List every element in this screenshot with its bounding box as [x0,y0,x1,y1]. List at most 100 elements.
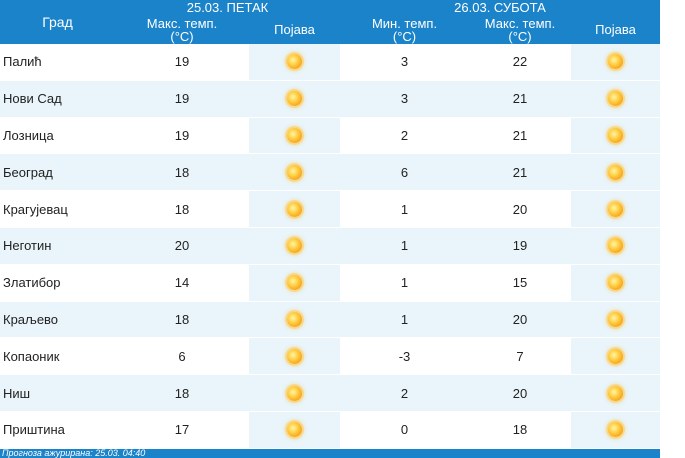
weather-icon-box [270,340,319,373]
phenomenon-day-2 [571,264,661,302]
sun-icon [287,348,302,364]
sun-icon [608,127,623,143]
phenomenon-header-day-2: Појава [571,15,661,44]
phenomenon-header-day-1: Појава [249,15,340,44]
phenomenon-day-2 [571,411,661,449]
sun-icon [608,275,623,291]
max-temp-day-1: 18 [115,374,249,412]
max-temp-day-2: 19 [469,227,571,265]
phenomenon-day-2 [571,44,661,81]
max-temp-day-2: 7 [469,337,571,376]
city-name: Палић [0,44,115,81]
phenomenon-day-1 [249,80,340,118]
table-row: Копаоник 6 -3 7 [0,337,661,376]
weather-icon-box [270,229,319,262]
min-temp-day-2: 3 [340,44,469,81]
max-temp-day-2: 21 [469,117,571,155]
day-2-header: 26.03. СУБОТА [340,0,661,15]
weather-icon-box [270,82,319,115]
forecast-updated-footer: Прогноза ажурирана: 25.03. 04:40 [0,448,660,458]
day-header-row: Град 25.03. ПЕТАК 26.03. СУБОТА [0,0,661,44]
sun-icon [287,311,302,327]
weather-icon-box [591,45,640,78]
max-temp-day-1: 19 [115,80,249,118]
city-name: Неготин [0,227,115,265]
phenomenon-day-2 [571,337,661,376]
phenomenon-day-2 [571,374,661,412]
weather-icon-box [591,119,640,152]
max-temp-day-1: 18 [115,301,249,339]
sun-icon [608,201,623,217]
max-temp-day-2: 21 [469,80,571,118]
city-name: Приштина [0,411,115,449]
phenomenon-day-2 [571,190,661,228]
sun-icon [287,164,302,180]
weather-icon-box [270,45,319,78]
min-temp-day-2: 2 [340,374,469,412]
max-temp-header-day-1: Макс. темп. (°C) [115,15,249,44]
sun-icon [608,422,623,438]
max-temp-day-1: 19 [115,44,249,81]
max-temp-day-1: 14 [115,264,249,302]
weather-icon-box [591,413,640,446]
city-name: Краљево [0,301,115,339]
weather-icon-box [591,82,640,115]
forecast-rows: Палић 19 3 22 Нови Сад 19 3 21 Лозница 19 2 21 Беогр… [0,44,661,449]
table-row: Нови Сад 19 3 21 [0,80,661,118]
weather-icon-box [270,119,319,152]
sun-icon [287,385,302,401]
min-temp-day-2: 2 [340,117,469,155]
max-temp-day-2: 20 [469,190,571,228]
max-temp-day-2: 20 [469,301,571,339]
phenomenon-day-1 [249,227,340,265]
city-name: Лозница [0,117,115,155]
max-temp-header-day-2: Макс. темп. (°C) [469,15,571,44]
min-temp-day-2: 1 [340,190,469,228]
city-column-header: Град [0,0,115,44]
table-row: Краљево 18 1 20 [0,301,661,339]
phenomenon-day-2 [571,80,661,118]
weather-icon-box [270,156,319,189]
max-temp-day-1: 18 [115,190,249,228]
phenomenon-day-2 [571,117,661,155]
sun-icon [608,164,623,180]
min-temp-day-2: 0 [340,411,469,449]
phenomenon-day-2 [571,301,661,339]
max-temp-day-1: 6 [115,337,249,376]
phenomenon-day-1 [249,411,340,449]
weather-icon-box [270,266,319,299]
phenomenon-day-2 [571,153,661,192]
table-row: Лозница 19 2 21 [0,117,661,155]
table-row: Палић 19 3 22 [0,44,661,81]
weather-icon-box [591,303,640,336]
table-row: Златибор 14 1 15 [0,264,661,302]
weather-icon-box [270,377,319,410]
phenomenon-day-1 [249,153,340,192]
sun-icon [608,54,623,70]
table-row: Крагујевац 18 1 20 [0,190,661,228]
column-header-row: Макс. темп. (°C) Појава Мин. темп. (°C) Ма… [0,15,661,44]
sun-icon [608,311,623,327]
sun-icon [608,238,623,254]
table-row: Неготин 20 1 19 [0,227,661,265]
phenomenon-day-1 [249,301,340,339]
min-temp-day-2: 6 [340,153,469,192]
weather-icon-box [591,340,640,373]
sun-icon [287,127,302,143]
phenomenon-day-1 [249,374,340,412]
city-name: Копаоник [0,337,115,376]
day-1-header: 25.03. ПЕТАК [115,0,340,15]
sun-icon [287,422,302,438]
max-temp-day-1: 18 [115,153,249,192]
max-temp-day-2: 21 [469,153,571,192]
city-name: Крагујевац [0,190,115,228]
sun-icon [287,275,302,291]
phenomenon-day-1 [249,44,340,81]
max-temp-day-2: 18 [469,411,571,449]
weather-icon-box [591,266,640,299]
sun-icon [287,201,302,217]
phenomenon-day-2 [571,227,661,265]
table-row: Београд 18 6 21 [0,153,661,192]
table-row: Приштина 17 0 18 [0,411,661,449]
min-temp-header-day-2: Мин. темп. (°C) [340,15,469,44]
